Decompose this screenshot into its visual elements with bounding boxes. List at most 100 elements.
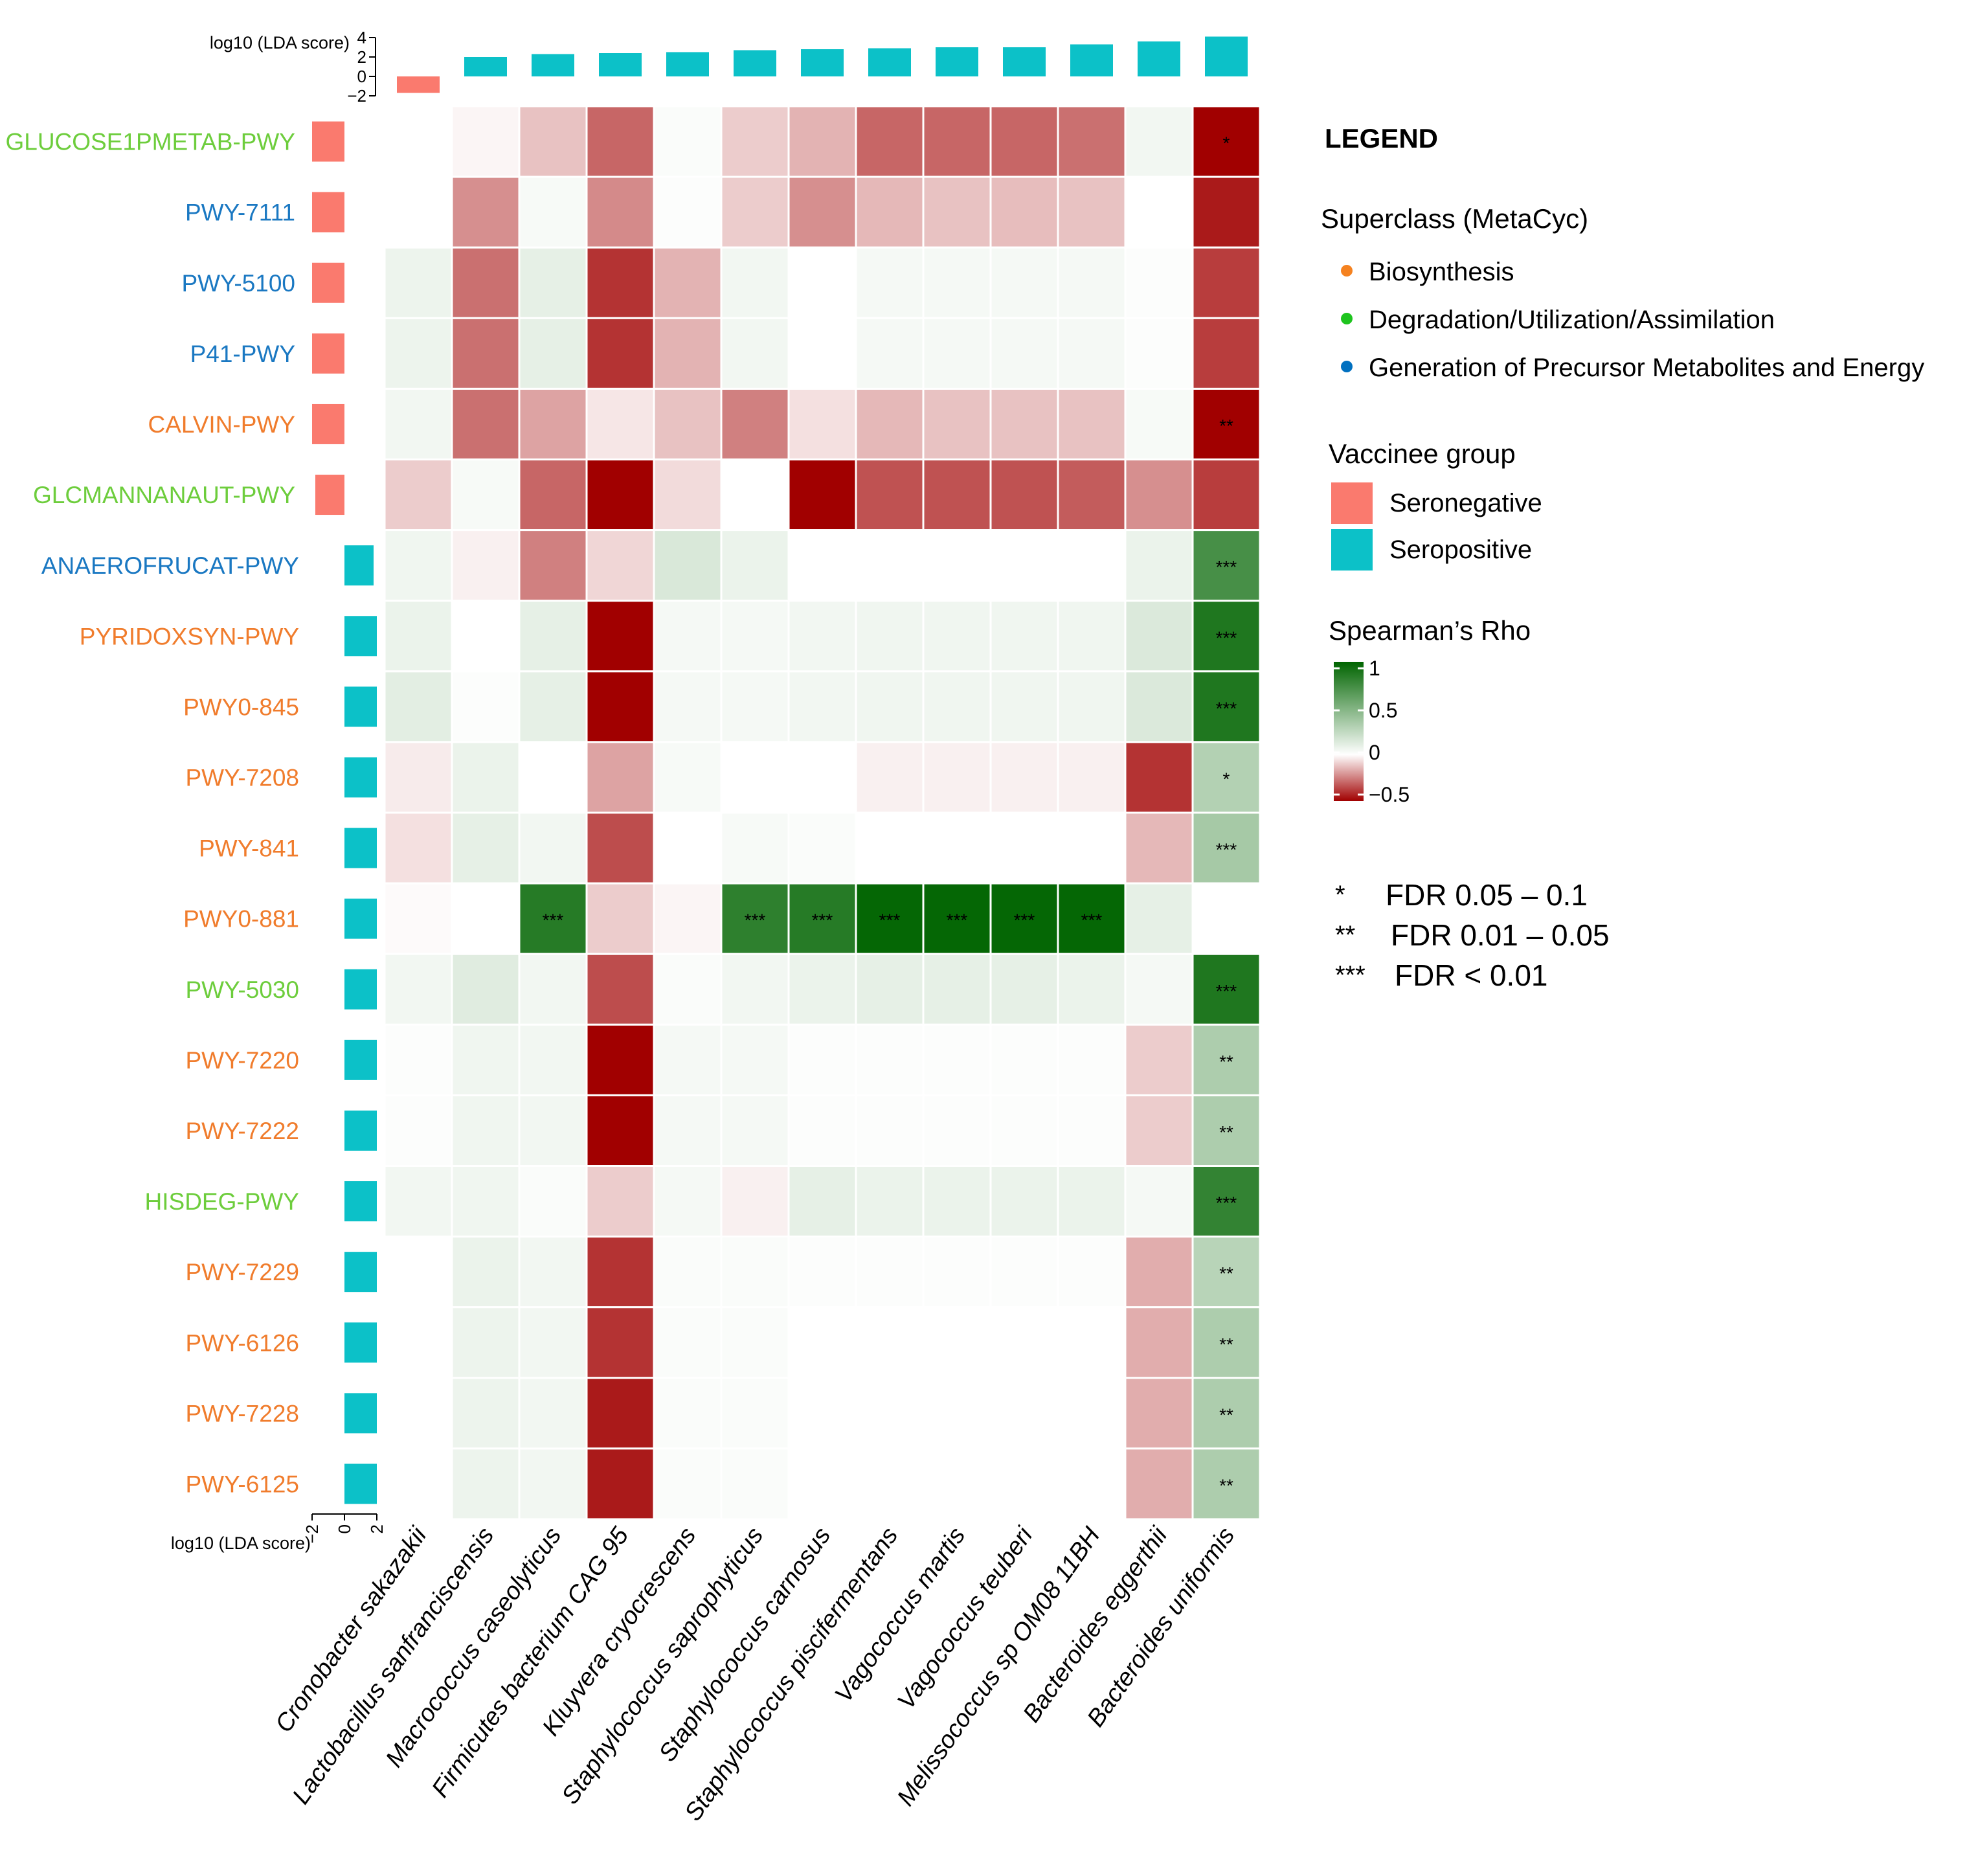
heatmap-cell: [383, 246, 453, 319]
heatmap-cell: [451, 1377, 521, 1450]
heatmap-cell: [518, 317, 588, 390]
heatmap-cell: [518, 387, 588, 461]
heatmap-cell: [989, 882, 1059, 955]
row-label-pwy-841: PWY-841: [199, 835, 299, 862]
heatmap-cell: [787, 529, 857, 602]
row-label-anaerofrucat-pwy: ANAEROFRUCAT-PWY: [41, 552, 299, 579]
heatmap-cell: [383, 811, 453, 885]
heatmap-cell: [451, 175, 521, 249]
top-lda-bar: [1070, 44, 1113, 76]
heatmap-cell: [451, 246, 521, 319]
heatmap-cell: [518, 741, 588, 814]
row-label-pwy-7229: PWY-7229: [185, 1259, 299, 1285]
heatmap-cell: [1124, 458, 1194, 532]
heatmap-cell: [1057, 105, 1127, 178]
heatmap-cell: [653, 1377, 723, 1450]
superclass-label-biosynthesis: Biosynthesis: [1369, 258, 1514, 286]
heatmap-cell: [1057, 175, 1127, 249]
heatmap-cell: [451, 317, 521, 390]
heatmap-cell: [1191, 1377, 1261, 1450]
significance-mark: *: [1223, 133, 1230, 153]
significance-mark: **: [1219, 1334, 1233, 1354]
heatmap-cell: [855, 1023, 925, 1096]
significance-mark: ***: [1216, 627, 1237, 648]
heatmap-cell: [787, 1306, 857, 1379]
heatmap-cell: [1191, 811, 1261, 885]
heatmap-cell: [989, 741, 1059, 814]
heatmap-cell: [1124, 1023, 1194, 1096]
heatmap-cell: [855, 246, 925, 319]
heatmap-cell: [787, 953, 857, 1026]
heatmap-cell: [989, 1023, 1059, 1096]
heatmap-cell: [989, 1236, 1059, 1309]
significance-mark: ***: [947, 910, 968, 931]
heatmap-cell: [989, 670, 1059, 743]
heatmap-cell: [518, 1023, 588, 1096]
heatmap-cell: [653, 246, 723, 319]
heatmap-cell: [855, 882, 925, 955]
heatmap-cell: [518, 175, 588, 249]
heatmap-cell: [787, 175, 857, 249]
left-lda-bar: [344, 616, 377, 657]
heatmap-cell: [720, 105, 790, 178]
heatmap-cell: [585, 1023, 655, 1096]
heatmap-cell: [585, 1306, 655, 1379]
heatmap-cell: [922, 953, 992, 1026]
top-lda-bar: [1138, 41, 1180, 76]
heatmap-cell: [922, 529, 992, 602]
heatmap-cell: [922, 175, 992, 249]
heatmap-cell: [989, 1447, 1059, 1520]
heatmap-cell: [585, 317, 655, 390]
heatmap-cell: [1057, 387, 1127, 461]
row-label-pwy-7222: PWY-7222: [185, 1118, 299, 1144]
fdr-stars-1: *: [1335, 881, 1345, 909]
heatmap-cell: [855, 1377, 925, 1450]
heatmap-cell: [383, 387, 453, 461]
heatmap-cell: [1057, 1447, 1127, 1520]
heatmap-cell: [1124, 317, 1194, 390]
heatmap-cell: [922, 1094, 992, 1168]
heatmap-cell: [518, 458, 588, 532]
heatmap-cell: [451, 1094, 521, 1168]
heatmap-cell: [787, 105, 857, 178]
heatmap-cell: [1191, 882, 1261, 955]
heatmap-cell: [451, 1236, 521, 1309]
seropositive-swatch: [1331, 529, 1373, 571]
heatmap-cell: [451, 600, 521, 673]
heatmap-cell: [855, 529, 925, 602]
heatmap-cell: [855, 811, 925, 885]
row-label-calvin-pwy: CALVIN-PWY: [148, 411, 295, 438]
heatmap-cell: [855, 741, 925, 814]
heatmap-cell: [989, 953, 1059, 1026]
heatmap-cell: [720, 175, 790, 249]
row-label-pwy-5100: PWY-5100: [181, 270, 295, 297]
heatmap-cell: [383, 317, 453, 390]
left-lda-bar: [344, 1110, 377, 1151]
left-lda-axis: log10 (LDA score) −2 0 2: [171, 1513, 387, 1553]
heatmap-cell: [1057, 600, 1127, 673]
left-lda-bar: [312, 192, 344, 232]
heatmap-cell: [383, 882, 453, 955]
left-lda-bar: [344, 757, 377, 798]
significance-mark: ***: [812, 910, 833, 931]
heatmap-cell: [383, 105, 453, 178]
heatmap-cell: [787, 246, 857, 319]
heatmap-cell: [922, 458, 992, 532]
heatmap-cell: [518, 1306, 588, 1379]
heatmap-cell: [1124, 1094, 1194, 1168]
heatmap-cell: [1124, 529, 1194, 602]
heatmap-cell: [1124, 600, 1194, 673]
heatmap-cell: [451, 1023, 521, 1096]
row-label-glucose1pmetab-pwy: GLUCOSE1PMETAB-PWY: [5, 129, 295, 155]
fdr-legend: * FDR 0.05 – 0.1 ** FDR 0.01 – 0.05 *** …: [1335, 878, 1610, 992]
significance-mark: ***: [879, 910, 901, 931]
heatmap-cell: [1057, 246, 1127, 319]
left-axis-tick-label: −2: [302, 1524, 322, 1544]
heatmap-cell: [585, 105, 655, 178]
row-label-pwy-6125: PWY-6125: [185, 1471, 299, 1497]
heatmap-cell: [855, 105, 925, 178]
heatmap-cell: [922, 317, 992, 390]
heatmap-cell: [518, 246, 588, 319]
heatmap-cell: [1057, 1236, 1127, 1309]
top-lda-bar: [868, 48, 911, 76]
